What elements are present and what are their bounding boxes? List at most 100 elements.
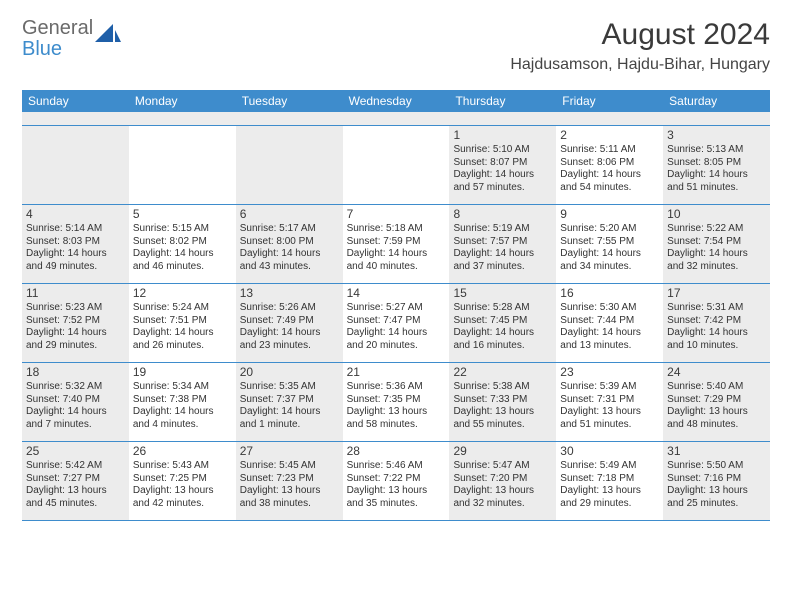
weekday-header: Tuesday	[236, 90, 343, 112]
day-cell: 9Sunrise: 5:20 AMSunset: 7:55 PMDaylight…	[556, 205, 663, 283]
sunrise-text: Sunrise: 5:10 AM	[453, 144, 552, 157]
day-cell: 5Sunrise: 5:15 AMSunset: 8:02 PMDaylight…	[129, 205, 236, 283]
daylight-text: Daylight: 13 hours and 45 minutes.	[26, 485, 125, 510]
weekday-header: Sunday	[22, 90, 129, 112]
sunrise-text: Sunrise: 5:30 AM	[560, 302, 659, 315]
day-number: 21	[347, 365, 446, 380]
day-cell	[22, 126, 129, 204]
sunrise-text: Sunrise: 5:31 AM	[667, 302, 766, 315]
daylight-text: Daylight: 14 hours and 10 minutes.	[667, 327, 766, 352]
sunrise-text: Sunrise: 5:42 AM	[26, 460, 125, 473]
sunrise-text: Sunrise: 5:17 AM	[240, 223, 339, 236]
daylight-text: Daylight: 13 hours and 25 minutes.	[667, 485, 766, 510]
day-number: 22	[453, 365, 552, 380]
sunrise-text: Sunrise: 5:13 AM	[667, 144, 766, 157]
sunrise-text: Sunrise: 5:18 AM	[347, 223, 446, 236]
day-number: 10	[667, 207, 766, 222]
day-cell: 2Sunrise: 5:11 AMSunset: 8:06 PMDaylight…	[556, 126, 663, 204]
daylight-text: Daylight: 13 hours and 55 minutes.	[453, 406, 552, 431]
daylight-text: Daylight: 14 hours and 7 minutes.	[26, 406, 125, 431]
sunset-text: Sunset: 7:27 PM	[26, 473, 125, 486]
day-number: 13	[240, 286, 339, 301]
day-cell: 30Sunrise: 5:49 AMSunset: 7:18 PMDayligh…	[556, 442, 663, 520]
day-number: 11	[26, 286, 125, 301]
day-number: 26	[133, 444, 232, 459]
sunrise-text: Sunrise: 5:22 AM	[667, 223, 766, 236]
week-row: 25Sunrise: 5:42 AMSunset: 7:27 PMDayligh…	[22, 442, 770, 521]
daylight-text: Daylight: 14 hours and 23 minutes.	[240, 327, 339, 352]
weekday-header: Monday	[129, 90, 236, 112]
day-number: 6	[240, 207, 339, 222]
sunset-text: Sunset: 8:03 PM	[26, 236, 125, 249]
sunset-text: Sunset: 7:20 PM	[453, 473, 552, 486]
sunrise-text: Sunrise: 5:24 AM	[133, 302, 232, 315]
location-text: Hajdusamson, Hajdu-Bihar, Hungary	[510, 56, 770, 74]
sunset-text: Sunset: 8:05 PM	[667, 157, 766, 170]
day-number: 17	[667, 286, 766, 301]
sunset-text: Sunset: 8:06 PM	[560, 157, 659, 170]
day-number: 23	[560, 365, 659, 380]
sunrise-text: Sunrise: 5:27 AM	[347, 302, 446, 315]
week-row: 4Sunrise: 5:14 AMSunset: 8:03 PMDaylight…	[22, 205, 770, 284]
daylight-text: Daylight: 14 hours and 43 minutes.	[240, 248, 339, 273]
daylight-text: Daylight: 14 hours and 32 minutes.	[667, 248, 766, 273]
logo-word2: Blue	[22, 39, 93, 60]
day-cell: 10Sunrise: 5:22 AMSunset: 7:54 PMDayligh…	[663, 205, 770, 283]
day-number: 30	[560, 444, 659, 459]
day-number: 4	[26, 207, 125, 222]
day-cell	[343, 126, 450, 204]
day-number: 28	[347, 444, 446, 459]
day-cell: 13Sunrise: 5:26 AMSunset: 7:49 PMDayligh…	[236, 284, 343, 362]
sunrise-text: Sunrise: 5:46 AM	[347, 460, 446, 473]
sunset-text: Sunset: 8:00 PM	[240, 236, 339, 249]
daylight-text: Daylight: 13 hours and 35 minutes.	[347, 485, 446, 510]
daylight-text: Daylight: 13 hours and 48 minutes.	[667, 406, 766, 431]
daylight-text: Daylight: 14 hours and 51 minutes.	[667, 169, 766, 194]
daylight-text: Daylight: 13 hours and 58 minutes.	[347, 406, 446, 431]
daylight-text: Daylight: 14 hours and 29 minutes.	[26, 327, 125, 352]
sunrise-text: Sunrise: 5:28 AM	[453, 302, 552, 315]
weekday-header: Saturday	[663, 90, 770, 112]
daylight-text: Daylight: 14 hours and 20 minutes.	[347, 327, 446, 352]
sunrise-text: Sunrise: 5:20 AM	[560, 223, 659, 236]
sunrise-text: Sunrise: 5:11 AM	[560, 144, 659, 157]
day-cell: 26Sunrise: 5:43 AMSunset: 7:25 PMDayligh…	[129, 442, 236, 520]
day-cell: 22Sunrise: 5:38 AMSunset: 7:33 PMDayligh…	[449, 363, 556, 441]
daylight-text: Daylight: 14 hours and 4 minutes.	[133, 406, 232, 431]
day-cell: 7Sunrise: 5:18 AMSunset: 7:59 PMDaylight…	[343, 205, 450, 283]
weekday-header-row: SundayMondayTuesdayWednesdayThursdayFrid…	[22, 90, 770, 112]
day-number: 24	[667, 365, 766, 380]
sunset-text: Sunset: 7:18 PM	[560, 473, 659, 486]
day-cell: 27Sunrise: 5:45 AMSunset: 7:23 PMDayligh…	[236, 442, 343, 520]
day-number: 27	[240, 444, 339, 459]
sunrise-text: Sunrise: 5:15 AM	[133, 223, 232, 236]
sunrise-text: Sunrise: 5:39 AM	[560, 381, 659, 394]
sunset-text: Sunset: 7:38 PM	[133, 394, 232, 407]
sunrise-text: Sunrise: 5:45 AM	[240, 460, 339, 473]
sunrise-text: Sunrise: 5:36 AM	[347, 381, 446, 394]
calendar-page: General Blue August 2024 Hajdusamson, Ha…	[0, 0, 792, 531]
daylight-text: Daylight: 13 hours and 32 minutes.	[453, 485, 552, 510]
sunrise-text: Sunrise: 5:19 AM	[453, 223, 552, 236]
spacer-row	[22, 112, 770, 126]
sunset-text: Sunset: 7:23 PM	[240, 473, 339, 486]
day-number: 29	[453, 444, 552, 459]
daylight-text: Daylight: 14 hours and 1 minute.	[240, 406, 339, 431]
day-cell: 1Sunrise: 5:10 AMSunset: 8:07 PMDaylight…	[449, 126, 556, 204]
logo-word1: General	[22, 17, 93, 39]
sunrise-text: Sunrise: 5:23 AM	[26, 302, 125, 315]
day-cell: 20Sunrise: 5:35 AMSunset: 7:37 PMDayligh…	[236, 363, 343, 441]
day-cell	[236, 126, 343, 204]
title-block: August 2024 Hajdusamson, Hajdu-Bihar, Hu…	[510, 18, 770, 82]
daylight-text: Daylight: 14 hours and 49 minutes.	[26, 248, 125, 273]
sunrise-text: Sunrise: 5:40 AM	[667, 381, 766, 394]
day-number: 18	[26, 365, 125, 380]
day-cell: 4Sunrise: 5:14 AMSunset: 8:03 PMDaylight…	[22, 205, 129, 283]
sunrise-text: Sunrise: 5:35 AM	[240, 381, 339, 394]
logo-sail-icon	[95, 24, 121, 51]
page-header: General Blue August 2024 Hajdusamson, Ha…	[22, 18, 770, 82]
sunrise-text: Sunrise: 5:49 AM	[560, 460, 659, 473]
day-number: 8	[453, 207, 552, 222]
day-cell	[129, 126, 236, 204]
week-row: 11Sunrise: 5:23 AMSunset: 7:52 PMDayligh…	[22, 284, 770, 363]
